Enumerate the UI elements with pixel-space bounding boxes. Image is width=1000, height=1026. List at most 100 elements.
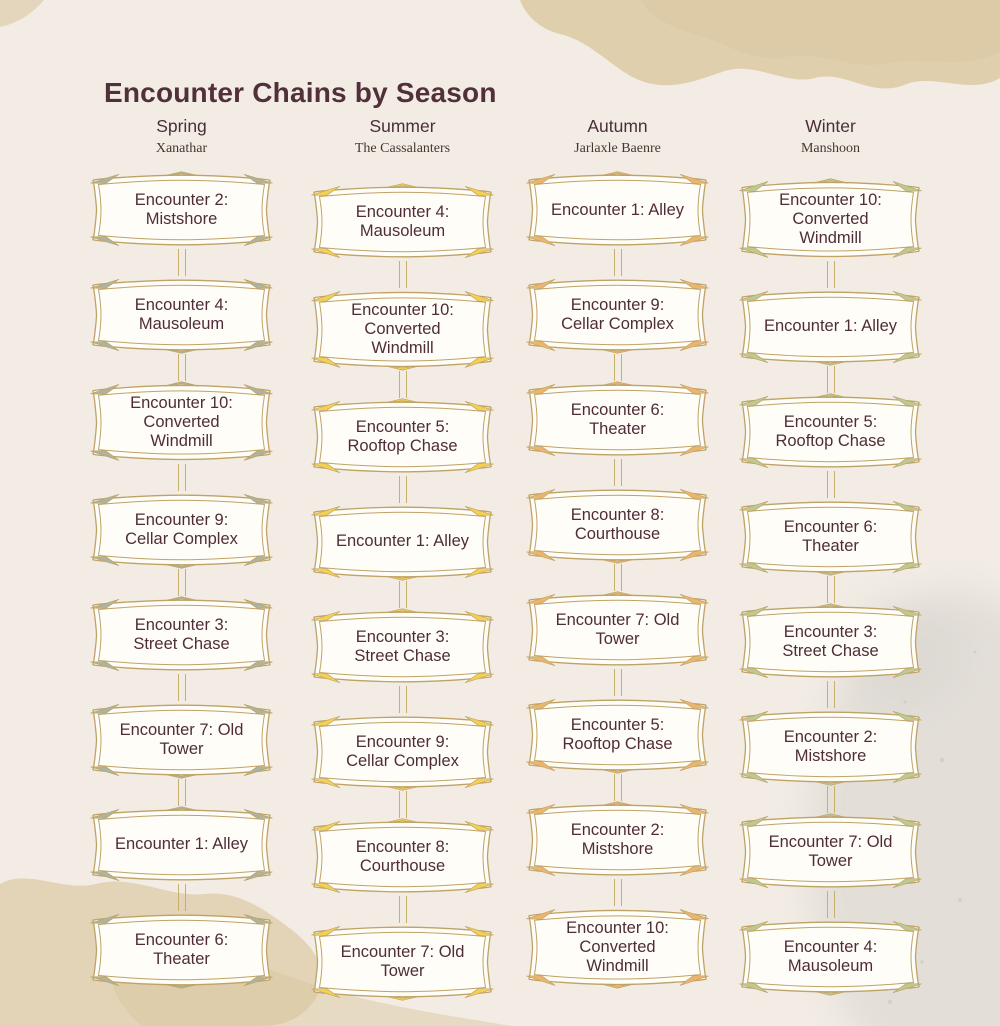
chain-connector [613,879,622,906]
chain-connector [177,778,186,806]
encounter-node: Encounter 3: Street Chase [737,603,924,681]
chain-connector [826,680,835,708]
encounter-node: Encounter 2: Mistshore [524,801,711,879]
chain-connector [826,260,835,288]
encounter-label: Encounter 8: Courthouse [570,506,665,543]
encounter-chain: Encounter 4: Mausoleum Encounter 10: Con… [309,183,496,1001]
season-column-spring: Spring Xanathar Encounter 2: Mistshore E… [88,116,275,989]
encounter-label: Encounter 2: Mistshore [134,191,229,228]
chain-connector [826,890,835,918]
encounter-node: Encounter 6: Theater [737,498,924,576]
plaque-frame-decoration [311,608,494,683]
encounter-node: Encounter 1: Alley [737,288,924,366]
encounter-chain: Encounter 2: Mistshore Encounter 4: Maus… [88,171,275,989]
encounter-node: Encounter 1: Alley [524,171,711,249]
encounter-label: Encounter 1: Alley [336,532,469,551]
plaque-frame-decoration [739,290,922,366]
chain-connector [398,685,407,713]
chain-connector [613,774,622,801]
chain-connector [398,261,407,288]
chain-connector [826,575,835,603]
encounter-node: Encounter 5: Rooftop Chase [737,393,924,471]
encounter-node: Encounter 2: Mistshore [737,708,924,786]
encounter-node: Encounter 4: Mausoleum [309,183,496,261]
encounter-label: Encounter 6: Theater [570,401,665,438]
encounter-node: Encounter 10: Converted Windmill [309,288,496,371]
encounter-node: Encounter 7: Old Tower [309,923,496,1001]
encounter-node: Encounter 10: Converted Windmill [524,906,711,989]
plaque-frame-decoration [526,909,709,989]
encounter-label: Encounter 10: Converted Windmill [351,301,454,357]
encounter-label: Encounter 10: Converted Windmill [566,919,669,975]
plaque-frame-decoration [739,393,922,468]
plaque-frame-decoration [311,505,494,581]
plaque-frame-decoration [739,500,922,576]
chain-connector [613,459,622,486]
season-column-autumn: Autumn Jarlaxle Baenre Encounter 1: Alle… [524,116,711,989]
encounter-label: Encounter 4: Mausoleum [783,937,878,975]
plaque-frame-decoration [90,493,273,569]
encounter-label: Encounter 7: Old Tower [555,611,680,648]
encounter-chain: Encounter 1: Alley Encounter 9: Cellar C… [524,171,711,989]
encounter-label: Encounter 9: Cellar Complex [346,732,459,770]
encounter-label: Encounter 1: Alley [115,835,248,854]
season-title: Spring [156,116,207,136]
encounter-node: Encounter 8: Courthouse [524,486,711,564]
season-title: Summer [369,116,436,136]
chain-connector [398,475,407,503]
encounter-label: Encounter 2: Mistshore [570,821,665,858]
encounter-label: Encounter 9: Cellar Complex [125,510,238,548]
chain-connector [613,249,622,276]
plaque-frame-decoration [311,398,494,473]
season-header: Autumn Jarlaxle Baenre [524,116,711,157]
encounter-label: Encounter 6: Theater [783,517,878,555]
chain-connector [177,568,186,596]
encounter-label: Encounter 10: Converted Windmill [130,394,233,450]
encounter-label: Encounter 4: Mausoleum [134,296,229,333]
chain-connector [177,673,186,701]
plaque-frame-decoration [739,178,922,258]
encounter-label: Encounter 3: Street Chase [133,615,230,653]
encounter-label: Encounter 7: Old Tower [340,942,465,980]
plaque-frame-decoration [526,488,709,564]
encounter-label: Encounter 7: Old Tower [119,720,244,758]
chain-connector [826,785,835,813]
encounter-label: Encounter 5: Rooftop Chase [562,716,673,753]
encounter-node: Encounter 7: Old Tower [88,701,275,779]
chain-connector [613,354,622,381]
encounter-node: Encounter 4: Mausoleum [737,918,924,996]
encounter-node: Encounter 7: Old Tower [737,813,924,891]
plaque-frame-decoration [90,278,273,354]
chain-connector [398,370,407,398]
plaque-frame-decoration [526,591,709,667]
plaque-frame-decoration [739,710,922,786]
season-column-winter: Winter Manshoon Encounter 10: Converted … [737,116,924,996]
plaque-frame-decoration [311,925,494,1001]
encounter-node: Encounter 9: Cellar Complex [309,713,496,791]
encounter-node: Encounter 3: Street Chase [309,608,496,686]
chain-connector [177,883,186,911]
chain-connector [177,463,186,491]
chain-connector [177,354,186,381]
plaque-frame-decoration [311,818,494,893]
encounter-label: Encounter 10: Converted Windmill [779,191,882,247]
encounter-node: Encounter 5: Rooftop Chase [309,398,496,476]
chain-connector [613,564,622,591]
chain-connector [398,580,407,608]
plaque-frame-decoration [526,801,709,877]
encounter-node: Encounter 1: Alley [88,806,275,884]
plaque-frame-decoration [90,703,273,779]
plaque-frame-decoration [90,806,273,881]
plaque-frame-decoration [739,813,922,888]
encounter-node: Encounter 9: Cellar Complex [88,491,275,569]
chain-connector [826,365,835,393]
season-villain: Xanathar [155,141,208,156]
encounter-label: Encounter 5: Rooftop Chase [347,417,458,455]
encounter-label: Encounter 7: Old Tower [768,832,893,870]
plaque-frame-decoration [739,603,922,678]
chain-connector [826,470,835,498]
encounter-label: Encounter 8: Courthouse [355,837,450,875]
encounter-label: Encounter 5: Rooftop Chase [775,412,886,450]
page-title: Encounter Chains by Season [104,76,497,108]
